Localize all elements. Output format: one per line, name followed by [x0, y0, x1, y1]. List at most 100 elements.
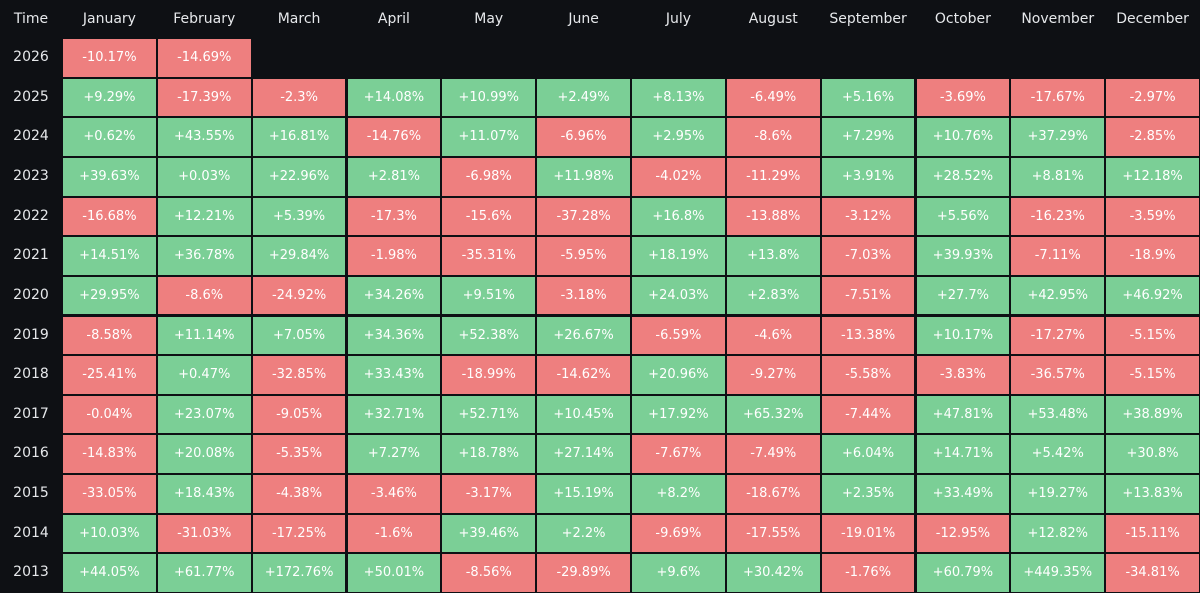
return-cell-2016-november: +5.42%: [1010, 434, 1106, 475]
return-cell-2025-june: +2.49%: [536, 77, 631, 118]
return-cell-2018-november: -36.57%: [1010, 355, 1106, 395]
return-cell-2019-march: +7.05%: [251, 315, 347, 356]
return-cell-2025-march: -2.3%: [251, 77, 347, 118]
return-cell-2024-april: -14.76%: [346, 117, 442, 157]
column-header-december: December: [1116, 11, 1189, 27]
column-header-may: May: [474, 11, 504, 27]
return-cell-2018-march: -32.85%: [251, 355, 347, 395]
return-cell-2015-november: +19.27%: [1010, 474, 1106, 514]
return-cell-2017-january: -0.04%: [62, 394, 157, 435]
return-cell-2025-august: -6.49%: [725, 77, 821, 118]
return-cell-2020-april: +34.26%: [346, 275, 442, 316]
column-header-april: April: [377, 11, 410, 27]
return-cell-2016-december: +30.8%: [1105, 434, 1200, 475]
return-cell-2023-june: +11.98%: [536, 156, 631, 197]
return-cell-2018-december: -5.15%: [1105, 355, 1200, 395]
year-label-2020: 2020: [13, 286, 49, 303]
return-cell-2019-september: -13.38%: [820, 315, 916, 356]
year-label-2026: 2026: [13, 49, 49, 65]
return-cell-2024-july: +2.95%: [631, 117, 726, 157]
return-cell-2016-april: +7.27%: [346, 434, 442, 475]
column-header-january: January: [82, 11, 136, 27]
return-cell-2014-april: -1.6%: [346, 513, 442, 554]
return-cell-2016-june: +27.14%: [536, 434, 631, 475]
return-cell-2024-may: +11.07%: [441, 117, 537, 157]
return-cell-2017-november: +53.48%: [1010, 394, 1106, 435]
return-cell-2013-august: +30.42%: [725, 553, 821, 593]
column-header-july: July: [665, 11, 691, 27]
column-header-march: March: [277, 11, 321, 27]
return-cell-2014-october: -12.95%: [915, 513, 1011, 554]
return-cell-2015-february: +18.43%: [156, 474, 252, 514]
return-cell-2014-may: +39.46%: [441, 513, 537, 554]
return-cell-2024-january: +0.62%: [62, 117, 157, 157]
column-header-august: August: [748, 11, 798, 27]
return-cell-2025-july: +8.13%: [631, 77, 726, 118]
return-cell-2017-july: +17.92%: [631, 394, 726, 435]
column-header-june: June: [568, 11, 599, 27]
return-cell-2022-april: -17.3%: [346, 196, 442, 237]
return-cell-2013-december: -34.81%: [1105, 553, 1200, 593]
return-cell-2019-january: -8.58%: [62, 315, 157, 356]
return-cell-2018-january: -25.41%: [62, 355, 157, 395]
return-cell-2022-february: +12.21%: [156, 196, 252, 237]
return-cell-2023-april: +2.81%: [346, 156, 442, 197]
year-label-2021: 2021: [13, 247, 49, 264]
return-cell-2016-september: +6.04%: [820, 434, 916, 475]
return-cell-2014-september: -19.01%: [820, 513, 916, 554]
return-cell-2018-july: +20.96%: [631, 355, 726, 395]
column-header-november: November: [1021, 11, 1095, 27]
return-cell-2017-february: +23.07%: [156, 394, 252, 435]
return-cell-2015-december: +13.83%: [1105, 474, 1200, 514]
return-cell-2018-august: -9.27%: [725, 355, 821, 395]
return-cell-2015-july: +8.2%: [631, 474, 726, 514]
return-cell-2021-may: -35.31%: [441, 236, 537, 276]
return-cell-2013-september: -1.76%: [820, 553, 916, 593]
return-cell-2020-june: -3.18%: [536, 275, 631, 316]
return-cell-2023-december: +12.18%: [1105, 156, 1200, 197]
return-cell-2025-january: +9.29%: [62, 77, 157, 118]
return-cell-2018-september: -5.58%: [820, 355, 916, 395]
return-cell-2015-october: +33.49%: [915, 474, 1011, 514]
return-cell-2017-december: +38.89%: [1105, 394, 1200, 435]
return-cell-2018-february: +0.47%: [156, 355, 252, 395]
return-cell-2021-august: +13.8%: [725, 236, 821, 276]
return-cell-2016-july: -7.67%: [631, 434, 726, 475]
return-cell-2022-june: -37.28%: [536, 196, 631, 237]
return-cell-2022-july: +16.8%: [631, 196, 726, 237]
return-cell-2013-february: +61.77%: [156, 553, 252, 593]
return-cell-2014-june: +2.2%: [536, 513, 631, 554]
return-cell-2016-may: +18.78%: [441, 434, 537, 475]
year-label-2023: 2023: [13, 167, 49, 184]
return-cell-2020-october: +27.7%: [915, 275, 1011, 316]
return-cell-2014-march: -17.25%: [251, 513, 347, 554]
return-cell-2025-october: -3.69%: [915, 77, 1011, 118]
return-cell-2026-february: -14.69%: [156, 38, 252, 78]
return-cell-2025-april: +14.08%: [346, 77, 442, 118]
return-cell-2019-october: +10.17%: [915, 315, 1011, 356]
return-cell-2024-december: -2.85%: [1105, 117, 1200, 157]
return-cell-2014-december: -15.11%: [1105, 513, 1200, 554]
return-cell-2017-october: +47.81%: [915, 394, 1011, 435]
return-cell-2024-march: +16.81%: [251, 117, 347, 157]
return-cell-2019-july: -6.59%: [631, 315, 726, 356]
return-cell-2015-january: -33.05%: [62, 474, 157, 514]
return-cell-2023-august: -11.29%: [725, 156, 821, 197]
return-cell-2022-march: +5.39%: [251, 196, 347, 237]
return-cell-2021-february: +36.78%: [156, 236, 252, 276]
return-cell-2024-october: +10.76%: [915, 117, 1011, 157]
year-label-2013: 2013: [13, 564, 49, 581]
column-header-february: February: [173, 11, 236, 27]
return-cell-2015-may: -3.17%: [441, 474, 537, 514]
return-cell-2013-april: +50.01%: [346, 553, 442, 593]
return-cell-2017-may: +52.71%: [441, 394, 537, 435]
return-cell-2025-may: +10.99%: [441, 77, 537, 118]
return-cell-2026-january: -10.17%: [62, 38, 157, 78]
return-cell-2018-april: +33.43%: [346, 355, 442, 395]
return-cell-2015-march: -4.38%: [251, 474, 347, 514]
return-cell-2018-june: -14.62%: [536, 355, 631, 395]
return-cell-2019-june: +26.67%: [536, 315, 631, 356]
return-cell-2022-september: -3.12%: [820, 196, 916, 237]
return-cell-2022-december: -3.59%: [1105, 196, 1200, 237]
return-cell-2017-september: -7.44%: [820, 394, 916, 435]
